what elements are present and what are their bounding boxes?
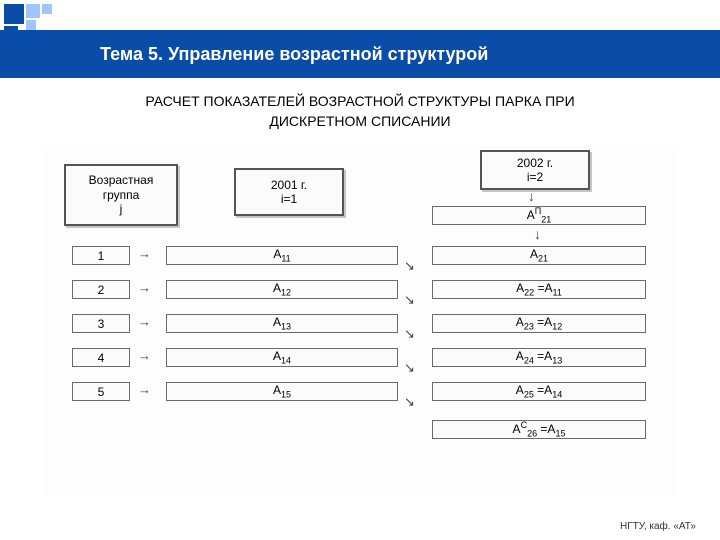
col1-cell: A15 [166,382,398,401]
footer: НГТУ, каф. «АТ» [620,521,696,532]
col2-cell: A23 =A12 [432,314,646,333]
col2-cell: A25 =A14 [432,382,646,401]
col2-cell: A24 =A13 [432,348,646,367]
j-cell: 2 [72,280,130,299]
arrow-right-icon: → [138,348,151,363]
j-cell: 3 [72,314,130,333]
diagram: Возрастная группа j 2001 г. i=1 2002 г. … [44,146,676,496]
col1-cell: A11 [166,246,398,265]
arrow-diag-icon: ↘ [404,394,415,410]
col1-cell: A13 [166,314,398,333]
cell-bottom: AС26 =A15 [432,420,646,439]
title-bar: Тема 5. Управление возрастной структурой [0,30,720,78]
arrow-down-icon: ↓ [528,188,535,204]
arrow-down-icon: ↓ [534,226,541,242]
a-top-label: AП21 [527,206,552,224]
arrow-right-icon: → [138,246,151,261]
col1-cell: A14 [166,348,398,367]
subtitle: РАСЧЕТ ПОКАЗАТЕЛЕЙ ВОЗРАСТНОЙ СТРУКТУРЫ … [0,92,720,131]
j-cell: 5 [72,382,130,401]
arrow-diag-icon: ↘ [404,258,415,274]
subtitle-line2: ДИСКРЕТНОМ СПИСАНИИ [0,112,720,132]
subtitle-line1: РАСЧЕТ ПОКАЗАТЕЛЕЙ ВОЗРАСТНОЙ СТРУКТУРЫ … [0,92,720,112]
box-age-group: Возрастная группа j [64,164,178,226]
arrow-diag-icon: ↘ [404,292,415,308]
col2-cell: A21 [432,246,646,265]
box-year-1: 2001 г. i=1 [234,168,344,216]
arrow-diag-icon: ↘ [404,360,415,376]
page-title: Тема 5. Управление возрастной структурой [100,44,488,65]
arrow-right-icon: → [138,314,151,329]
j-cell: 4 [72,348,130,367]
j-cell: 1 [72,246,130,265]
arrow-right-icon: → [138,280,151,295]
box-year-2: 2002 г. i=2 [480,150,590,190]
arrow-diag-icon: ↘ [404,326,415,342]
arrow-right-icon: → [138,382,151,397]
bottom-label: AС26 =A15 [513,420,566,438]
cell-a-top: AП21 [432,206,646,225]
col2-cell: A22 =A11 [432,280,646,299]
col1-cell: A12 [166,280,398,299]
